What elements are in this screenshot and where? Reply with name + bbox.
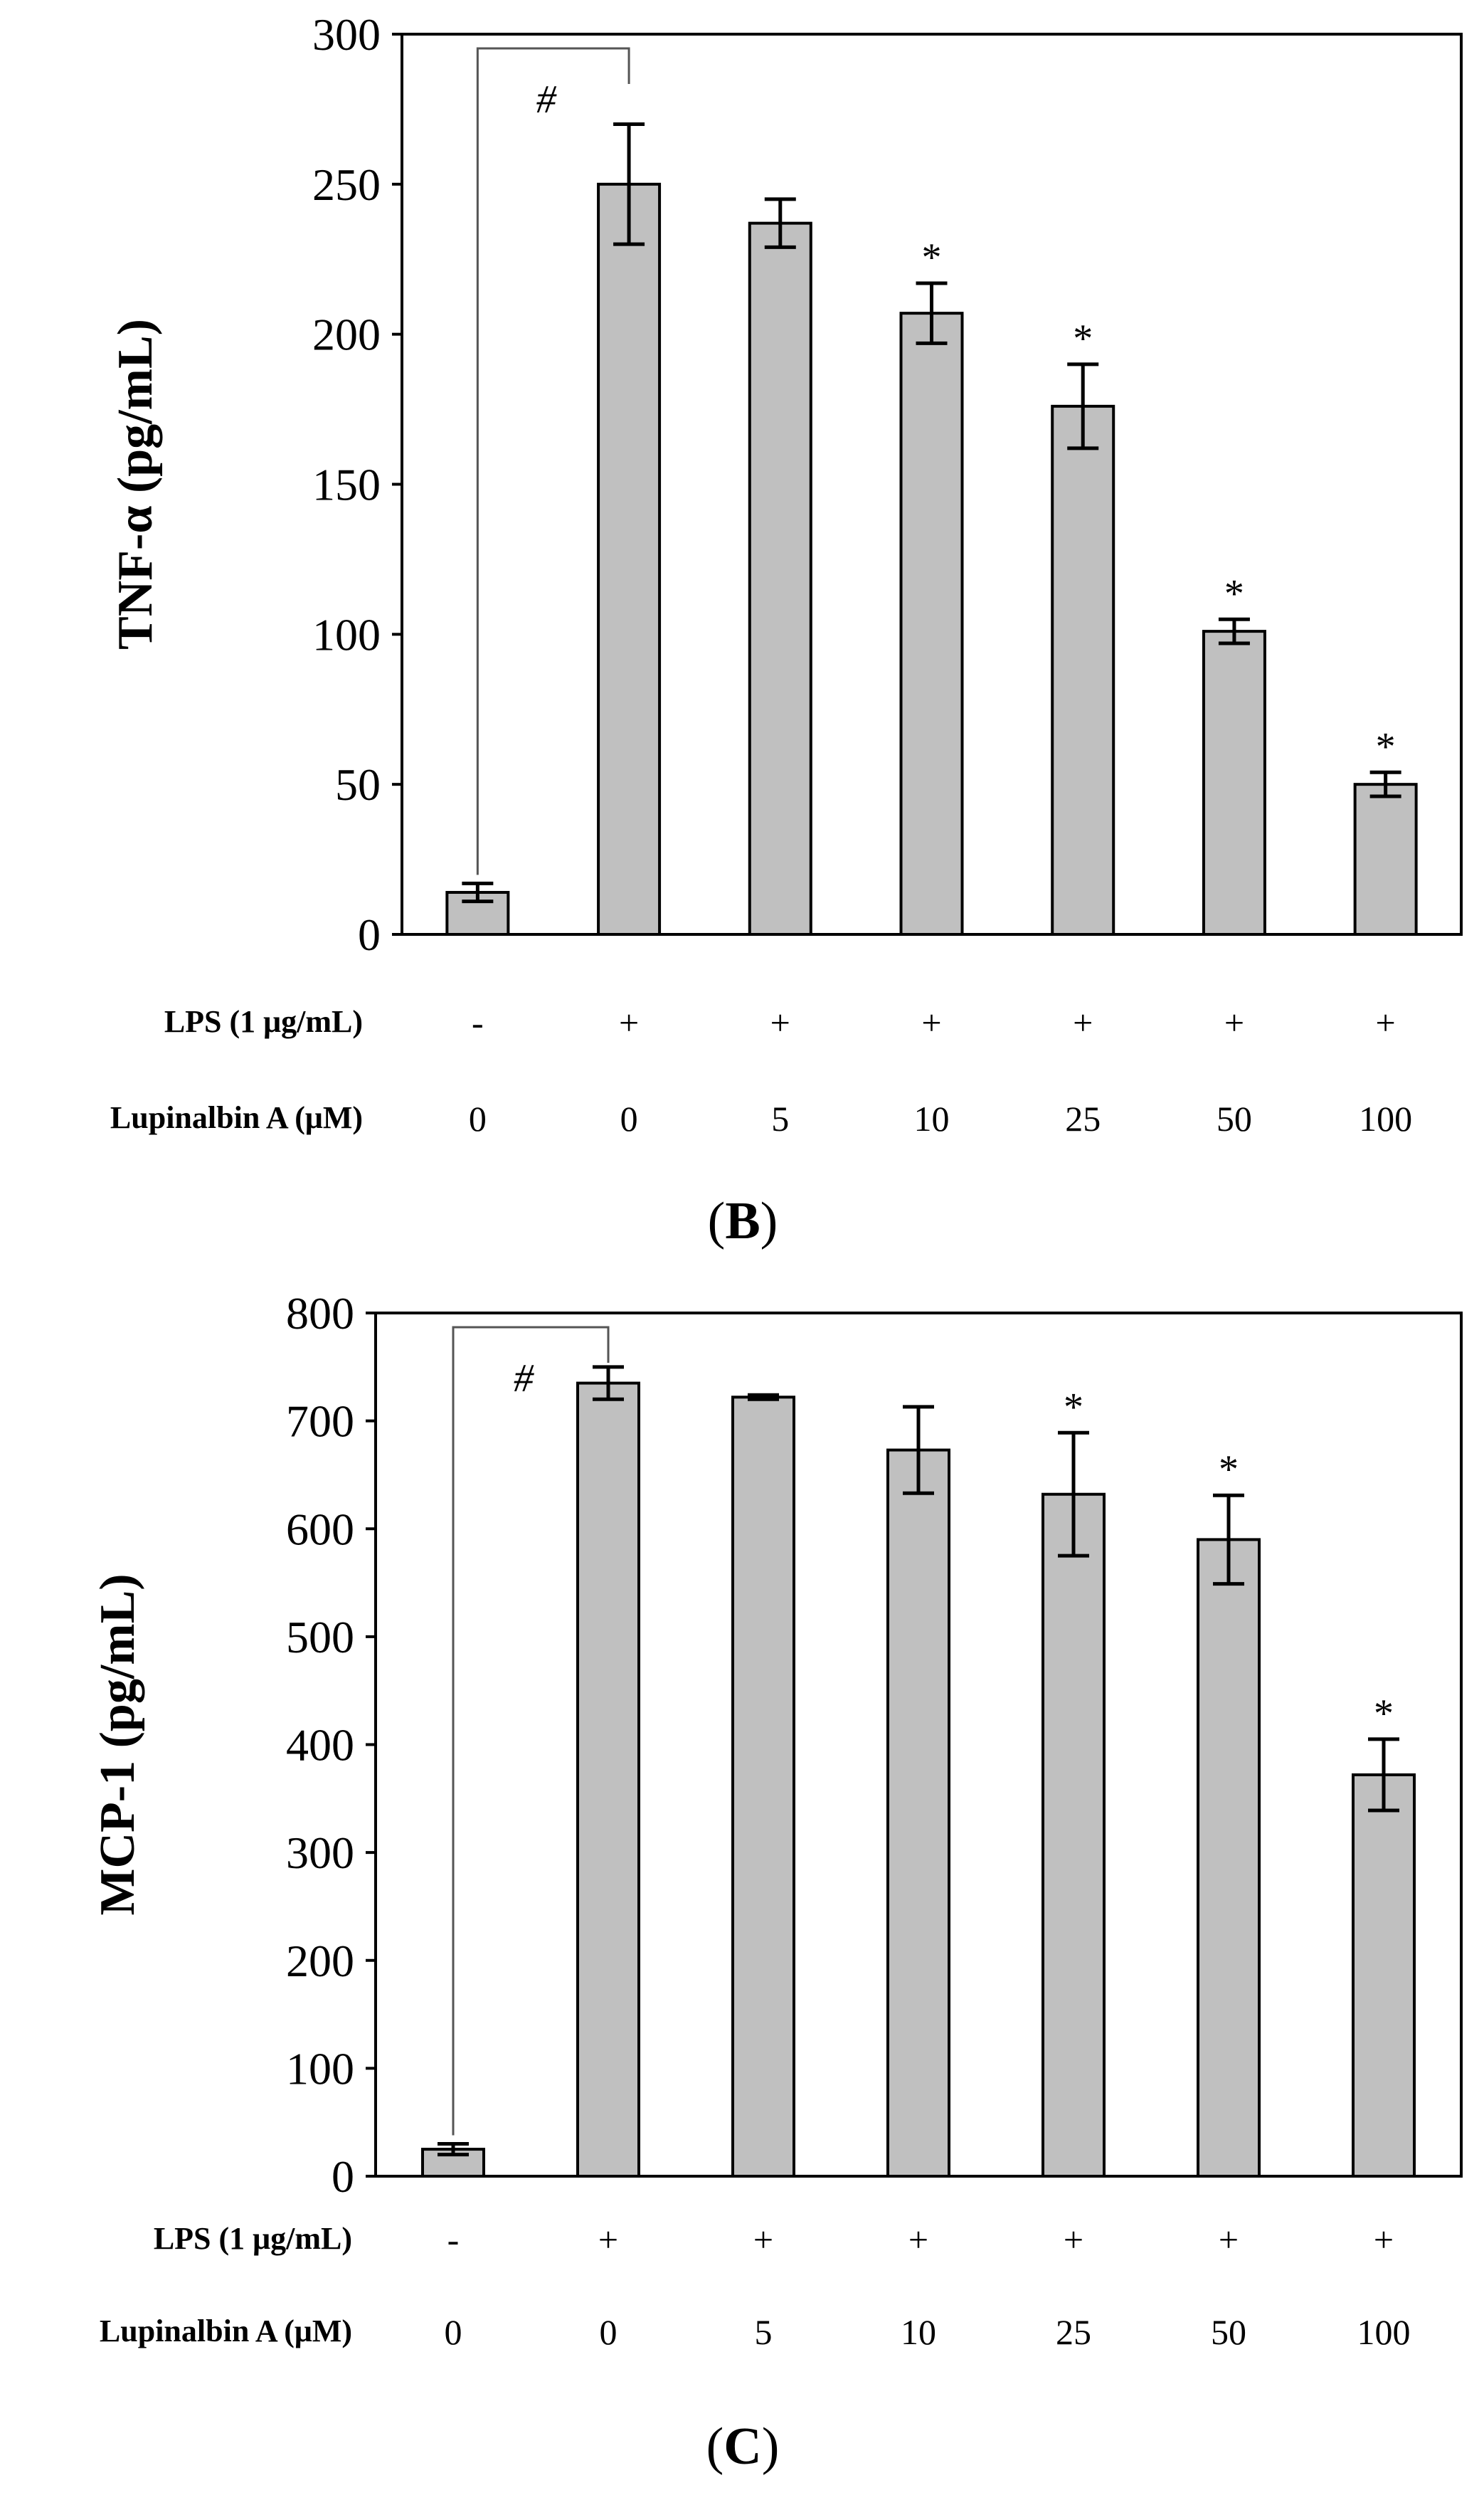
condition-value: +	[619, 1003, 639, 1043]
y-tick-label: 50	[335, 759, 381, 810]
y-tick-label: 150	[312, 460, 381, 510]
y-tick-label: 800	[286, 1288, 354, 1339]
condition-value: +	[1376, 1003, 1396, 1043]
bar	[1202, 630, 1266, 936]
condition-value: -	[447, 2220, 460, 2259]
y-tick-label: 400	[286, 1720, 354, 1771]
condition-value: 100	[1359, 1099, 1412, 1139]
condition-value: +	[1064, 2220, 1083, 2259]
bar	[1042, 1492, 1106, 2178]
condition-value: +	[1219, 2220, 1239, 2259]
significance-marker: *	[1374, 1692, 1394, 1736]
significance-marker: *	[922, 236, 942, 280]
condition-value: 0	[469, 1099, 487, 1139]
y-axis-title: MCP-1 (pg/mL)	[90, 1573, 145, 1915]
y-axis-title: TNF-α (pg/mL)	[108, 319, 163, 650]
bar	[1353, 783, 1418, 936]
condition-value: -	[472, 1003, 484, 1043]
y-tick-label: 500	[286, 1612, 354, 1662]
bar	[597, 182, 662, 936]
condition-value: +	[598, 2220, 618, 2259]
y-tick-label: 100	[286, 2043, 354, 2094]
condition-value: 0	[600, 2312, 618, 2352]
y-tick-label: 200	[286, 1936, 354, 1986]
condition-value: 0	[445, 2312, 462, 2352]
condition-value: 100	[1357, 2312, 1411, 2352]
condition-value: +	[1224, 1003, 1244, 1043]
bar	[748, 221, 812, 936]
significance-marker: *	[1376, 724, 1396, 769]
bar	[1197, 1538, 1261, 2178]
y-tick-label: 0	[332, 2151, 354, 2202]
condition-value: +	[1374, 2220, 1394, 2259]
bar	[576, 1381, 640, 2178]
bar	[899, 312, 964, 936]
condition-value: +	[770, 1003, 790, 1043]
bar	[1352, 1773, 1416, 2178]
condition-value: 10	[914, 1099, 950, 1139]
y-tick-label: 600	[286, 1504, 354, 1554]
condition-value: 50	[1217, 1099, 1252, 1139]
y-tick-label: 100	[312, 609, 381, 660]
bar	[731, 1396, 795, 2178]
significance-marker: *	[1224, 571, 1244, 616]
significance-marker: *	[1073, 317, 1093, 361]
condition-value: 0	[620, 1099, 638, 1139]
y-tick-label: 300	[286, 1827, 354, 1878]
condition-value: 50	[1211, 2312, 1246, 2352]
condition-value: +	[921, 1003, 941, 1043]
condition-value: 25	[1056, 2312, 1091, 2352]
condition-value: +	[908, 2220, 928, 2259]
significance-bracket	[476, 47, 630, 875]
condition-value: +	[1073, 1003, 1093, 1043]
condition-value: +	[753, 2220, 773, 2259]
condition-row-label: Lupinalbin A (μM)	[110, 1100, 363, 1135]
y-tick-label: 250	[312, 159, 381, 210]
significance-marker: *	[1219, 1447, 1239, 1492]
y-tick-label: 0	[358, 909, 381, 960]
condition-row-label: LPS (1 μg/mL)	[154, 2221, 352, 2256]
y-tick-label: 300	[312, 9, 381, 60]
condition-value: 5	[755, 2312, 773, 2352]
significance-marker: *	[1064, 1385, 1083, 1429]
significance-bracket	[452, 1326, 610, 2136]
panel-label: (B)	[708, 1192, 778, 1250]
y-tick-label: 200	[312, 310, 381, 360]
bar	[1051, 404, 1115, 936]
bracket-symbol: #	[514, 1356, 534, 1401]
condition-value: 25	[1065, 1099, 1101, 1139]
condition-value: 5	[771, 1099, 789, 1139]
bar	[886, 1448, 950, 2178]
y-tick-label: 700	[286, 1396, 354, 1447]
condition-value: 10	[901, 2312, 936, 2352]
panel-label: (C)	[706, 2417, 780, 2476]
condition-row-label: Lupinalbin A (μM)	[100, 2314, 352, 2348]
bracket-symbol: #	[536, 78, 557, 122]
condition-row-label: LPS (1 μg/mL)	[164, 1004, 363, 1039]
